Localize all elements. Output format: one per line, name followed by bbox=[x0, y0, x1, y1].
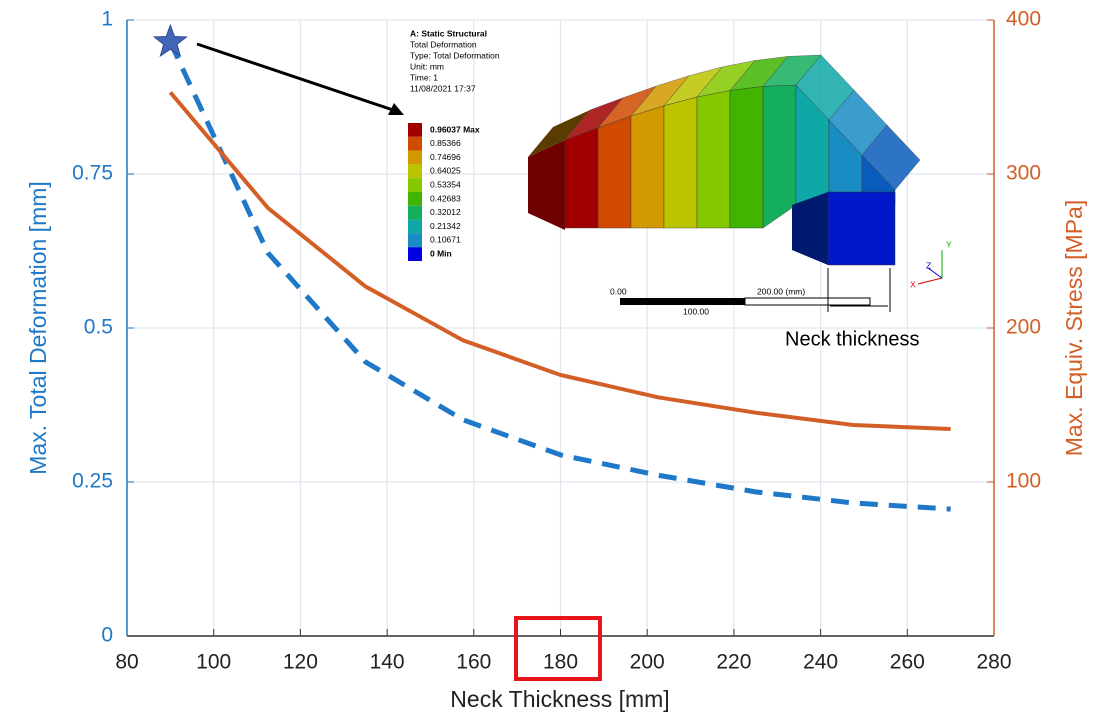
y2-tick-label: 400 bbox=[1006, 8, 1041, 31]
y2-tick-label: 100 bbox=[1006, 470, 1041, 493]
contour-swatch bbox=[408, 178, 422, 192]
model-band bbox=[598, 116, 631, 228]
contour-swatch bbox=[408, 220, 422, 234]
contour-label: 0.21342 bbox=[430, 221, 461, 231]
inset-header: A: Static Structural bbox=[410, 28, 487, 38]
contour-label: 0.42683 bbox=[430, 193, 461, 203]
scale-label: 100.00 bbox=[683, 306, 709, 316]
contour-swatch bbox=[408, 137, 422, 151]
contour-swatch bbox=[408, 233, 422, 247]
contour-swatch bbox=[408, 206, 422, 220]
model-neck bbox=[828, 192, 895, 265]
scale-label: 0.00 bbox=[610, 286, 627, 296]
model-band bbox=[697, 90, 730, 228]
model-band bbox=[565, 128, 598, 228]
contour-label: 0.96037 Max bbox=[430, 124, 480, 134]
x-tick-label: 280 bbox=[976, 651, 1011, 674]
x-axis-title: Neck Thickness [mm] bbox=[450, 686, 669, 712]
triad-label: Z bbox=[926, 260, 931, 270]
contour-swatch bbox=[408, 151, 422, 165]
x-tick-label: 160 bbox=[456, 651, 491, 674]
star-marker bbox=[154, 25, 186, 56]
triad-axis bbox=[918, 278, 942, 284]
y-tick-label: 0 bbox=[101, 624, 113, 647]
contour-swatch bbox=[408, 164, 422, 178]
model-band bbox=[631, 106, 664, 228]
contour-label: 0.53354 bbox=[430, 179, 461, 189]
model-band bbox=[664, 97, 697, 228]
x-tick-label: 240 bbox=[803, 651, 838, 674]
contour-label: 0 Min bbox=[430, 248, 452, 258]
triad-label: Y bbox=[946, 239, 952, 249]
dimension-label: Neck thickness bbox=[785, 328, 920, 350]
model-band bbox=[763, 85, 796, 228]
y-tick-label: 0.75 bbox=[72, 162, 113, 185]
y2-axis-title: Max. Equiv. Stress [MPa] bbox=[1061, 200, 1087, 456]
y-tick-label: 1 bbox=[101, 8, 113, 31]
inset-header: Type: Total Deformation bbox=[410, 50, 500, 60]
inset-header: Unit: mm bbox=[410, 61, 444, 71]
contour-label: 0.74696 bbox=[430, 152, 461, 162]
contour-label: 0.64025 bbox=[430, 166, 461, 176]
scale-bar bbox=[620, 298, 745, 305]
x-tick-label: 260 bbox=[890, 651, 925, 674]
contour-label: 0.85366 bbox=[430, 138, 461, 148]
x-tick-label: 220 bbox=[716, 651, 751, 674]
x-tick-label: 100 bbox=[196, 651, 231, 674]
inset-header: 11/08/2021 17:37 bbox=[410, 83, 476, 93]
y-tick-label: 0.5 bbox=[84, 316, 113, 339]
y-tick-label: 0.25 bbox=[72, 470, 113, 493]
inset-header: Time: 1 bbox=[410, 72, 438, 82]
arrow bbox=[197, 44, 393, 110]
inset-header: Total Deformation bbox=[410, 39, 477, 49]
contour-swatch bbox=[408, 247, 422, 261]
triad-label: X bbox=[910, 279, 916, 289]
scale-label: 200.00 (mm) bbox=[757, 286, 805, 296]
scale-bar bbox=[745, 298, 870, 305]
x-tick-label: 140 bbox=[370, 651, 405, 674]
contour-swatch bbox=[408, 123, 422, 137]
y2-tick-label: 200 bbox=[1006, 316, 1041, 339]
x-tick-label: 80 bbox=[115, 651, 138, 674]
y2-tick-label: 300 bbox=[1006, 162, 1041, 185]
contour-label: 0.32012 bbox=[430, 207, 461, 217]
contour-label: 0.10671 bbox=[430, 235, 461, 245]
chart: A: Static StructuralTotal DeformationTyp… bbox=[0, 0, 1103, 717]
x-tick-label: 120 bbox=[283, 651, 318, 674]
contour-swatch bbox=[408, 192, 422, 206]
x-tick-label: 180 bbox=[543, 651, 578, 674]
model-band bbox=[730, 86, 763, 228]
x-tick-label: 200 bbox=[630, 651, 665, 674]
y-axis-title: Max. Total Deformation [mm] bbox=[25, 181, 51, 475]
